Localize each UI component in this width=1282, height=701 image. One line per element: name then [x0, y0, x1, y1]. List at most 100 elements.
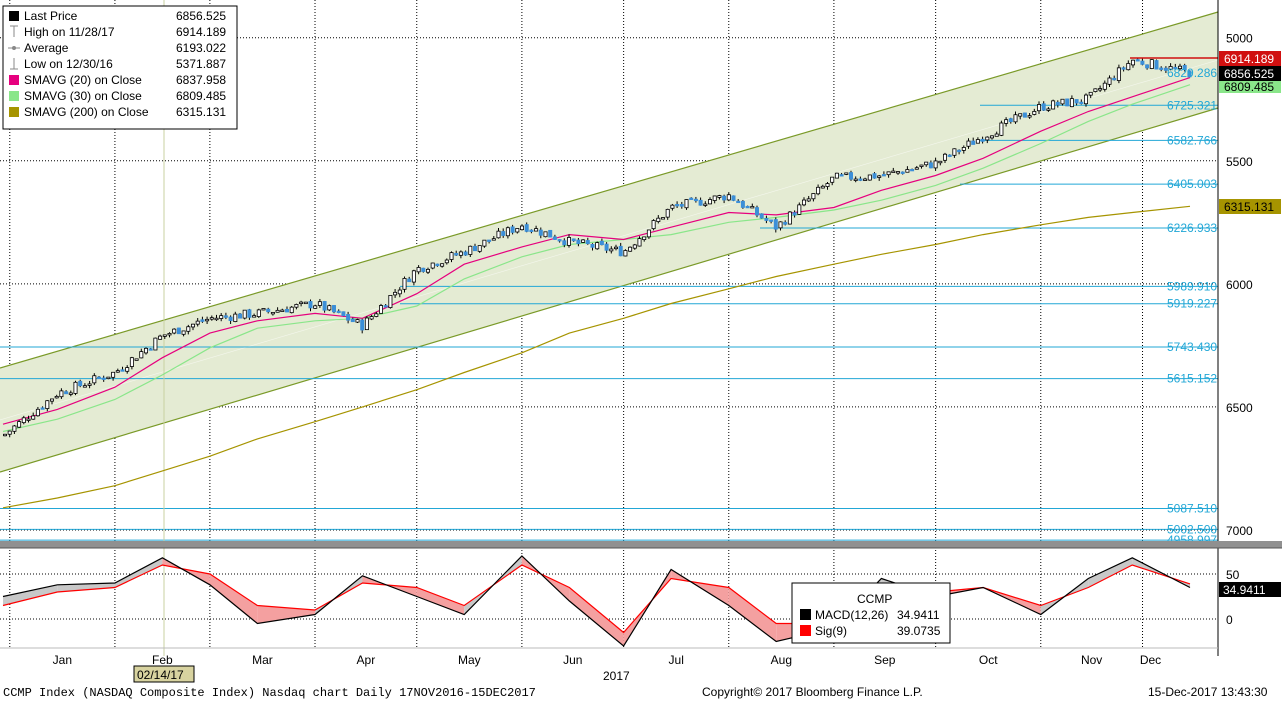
- candle-body: [115, 370, 120, 373]
- sma30-line: [2, 84, 1191, 433]
- legend-value: 6856.525: [176, 9, 226, 23]
- candle-body: [209, 317, 214, 320]
- candle-body: [755, 207, 760, 216]
- candle-body: [834, 172, 839, 179]
- month-label: Oct: [979, 653, 998, 667]
- candle-body: [270, 312, 275, 315]
- candle-body: [661, 217, 666, 220]
- legend-value: 6809.485: [176, 89, 226, 103]
- high-tag-label: 6914.189: [1224, 52, 1274, 66]
- candle-body: [1046, 108, 1051, 111]
- candle-body: [407, 278, 412, 283]
- candle-body: [256, 309, 261, 317]
- candle-body: [896, 171, 901, 174]
- candle-body: [665, 208, 670, 218]
- candle-body: [195, 320, 200, 325]
- candle-body: [388, 294, 393, 308]
- sma30-tag: 6809.485: [1219, 80, 1281, 94]
- month-label: Sep: [874, 653, 896, 667]
- macd-fill-segment: [57, 583, 115, 592]
- candle-body: [17, 421, 22, 428]
- candle-body: [275, 309, 280, 313]
- candle-body: [552, 236, 557, 240]
- candle-body: [510, 226, 515, 233]
- footer-center: Copyright© 2017 Bloomberg Finance L.P.: [702, 685, 923, 699]
- candle-body: [1140, 60, 1145, 65]
- candle-body: [943, 153, 948, 161]
- candle-body: [1037, 104, 1042, 112]
- legend-value: 6193.022: [176, 41, 226, 55]
- candle-body: [689, 197, 694, 201]
- candle-body: [247, 309, 252, 318]
- fib-label: 5615.152: [1167, 372, 1217, 386]
- candle-body: [59, 390, 64, 398]
- sma20-tag-partial: 6829.286: [1167, 66, 1217, 80]
- candle-body: [322, 301, 327, 311]
- candle-body: [1027, 115, 1032, 118]
- month-label: Aug: [771, 653, 792, 667]
- candle-body: [501, 231, 506, 236]
- candle-body: [792, 212, 797, 216]
- month-label: Jan: [53, 653, 72, 667]
- candle-body: [1116, 67, 1121, 81]
- candle-body: [158, 335, 163, 340]
- candle-body: [1098, 88, 1103, 91]
- candle-body: [557, 239, 562, 242]
- candle-body: [1178, 65, 1183, 70]
- candle-body: [125, 367, 130, 372]
- candle-body: [68, 392, 73, 395]
- candle-body: [1126, 63, 1131, 71]
- candle-body: [233, 313, 238, 322]
- candle-body: [308, 301, 313, 309]
- channel-lower: [0, 107, 1219, 473]
- macd-legend-macd-label: MACD(12,26): [815, 608, 888, 622]
- month-label: Feb: [152, 653, 173, 667]
- candle-body: [816, 186, 821, 195]
- candle-body: [143, 347, 148, 354]
- fibonacci-labels: 6725.321 6582.766 6405.003 6226.933 5989.910…: [1167, 98, 1217, 547]
- last-price-tag-label: 6856.525: [1224, 67, 1274, 81]
- candle-body: [346, 314, 351, 321]
- candle-body: [134, 358, 139, 361]
- candle-body: [1074, 99, 1079, 104]
- candle-body: [614, 246, 619, 250]
- candle-body: [632, 244, 637, 249]
- candle-body: [698, 199, 703, 206]
- candle-body: [712, 195, 717, 201]
- candle-body: [440, 263, 445, 267]
- candle-body: [534, 228, 539, 232]
- candle-body: [294, 304, 299, 308]
- candle-body: [928, 162, 933, 169]
- candle-body: [360, 319, 365, 331]
- candle-body: [849, 172, 854, 180]
- candle-body: [726, 194, 731, 201]
- sma20-line: [2, 77, 1191, 425]
- candle-body: [444, 259, 449, 264]
- candle-body: [736, 200, 741, 204]
- candle-body: [120, 369, 125, 372]
- candle-body: [97, 376, 102, 380]
- candle-body: [872, 173, 877, 179]
- candle-body: [242, 309, 247, 319]
- sma200-tag-label: 6315.131: [1224, 200, 1274, 214]
- candle-body: [651, 220, 656, 230]
- candle-body: [289, 306, 294, 314]
- candle-body: [863, 178, 868, 181]
- candle-body: [858, 178, 863, 181]
- candle-body: [839, 174, 844, 177]
- candle-body: [1051, 100, 1056, 110]
- candle-body: [205, 318, 210, 322]
- candle-body: [905, 169, 910, 173]
- candle-body: [219, 315, 224, 319]
- fibonacci-lines: [0, 104, 1218, 541]
- candle-body: [637, 238, 642, 247]
- candle-body: [891, 170, 896, 173]
- legend-swatch: [9, 91, 19, 101]
- candle-body: [797, 204, 802, 215]
- candle-body: [679, 204, 684, 207]
- candle-body: [764, 217, 769, 221]
- candle-body: [867, 174, 872, 181]
- candle-body: [50, 398, 55, 402]
- candle-body: [703, 203, 708, 206]
- candle-body: [421, 267, 426, 272]
